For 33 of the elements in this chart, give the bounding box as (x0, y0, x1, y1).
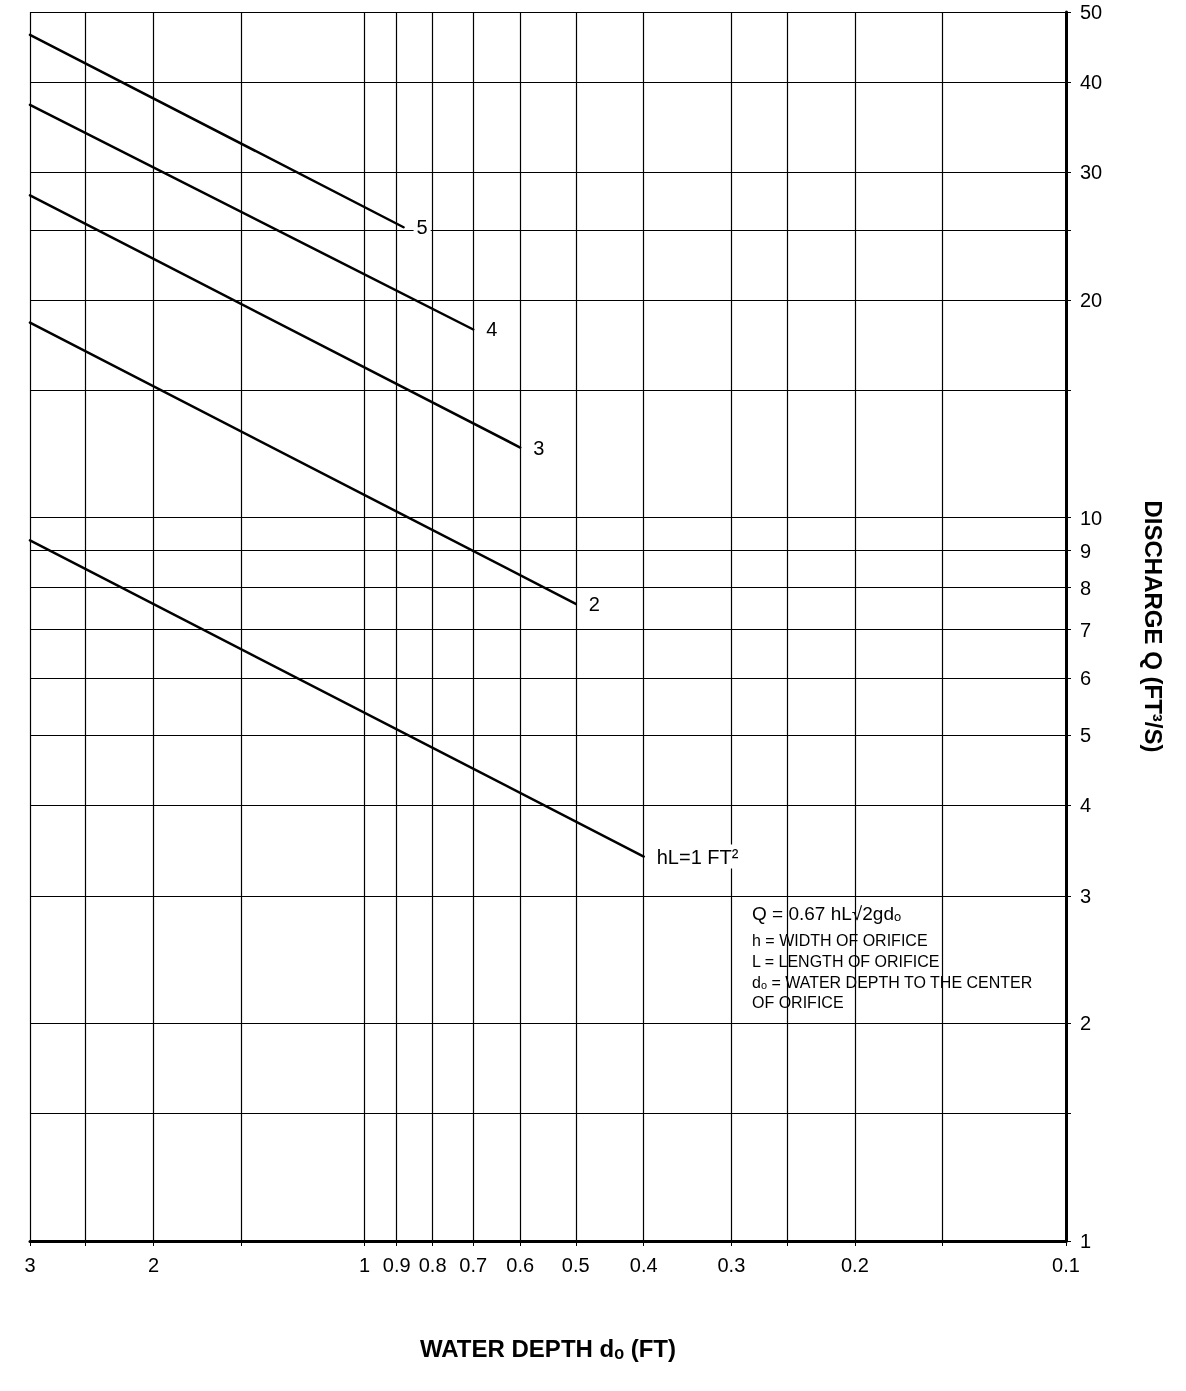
y-tick-label: 10 (1080, 506, 1103, 529)
x-tick-label: 0.1 (1052, 1254, 1080, 1276)
x-tick-label: 0.6 (506, 1254, 535, 1276)
y-tick-label: 8 (1080, 576, 1092, 599)
y-tick-label: 2 (1080, 1012, 1092, 1035)
y-tick-label: 1 (1080, 1230, 1092, 1252)
x-tick-label: 0.4 (629, 1254, 658, 1276)
x-tick-label: 0.5 (561, 1254, 590, 1276)
y-tick-label: 20 (1080, 288, 1103, 311)
series-label: 4 (486, 318, 498, 341)
x-tick-label: 1 (359, 1254, 371, 1276)
series-label: hL=1 FT² (656, 845, 739, 868)
y-tick-label: 50 (1080, 1, 1103, 23)
x-tick-label: 0.7 (459, 1254, 488, 1276)
y-tick-label: 40 (1080, 71, 1103, 94)
y-tick-label: 9 (1080, 539, 1092, 562)
x-tick-label: 0.8 (418, 1254, 447, 1276)
x-tick-label: 2 (147, 1254, 160, 1276)
x-axis-title: WATER DEPTH dₒ (FT) (419, 1334, 677, 1362)
series-label: 5 (416, 216, 428, 239)
x-tick-label: 0.2 (840, 1254, 869, 1276)
y-tick-label: 3 (1080, 884, 1092, 907)
y-tick-label: 30 (1080, 161, 1103, 184)
y-tick-label: 5 (1080, 724, 1092, 747)
x-tick-label: 0.9 (382, 1254, 411, 1276)
series-label: 2 (588, 592, 600, 615)
y-tick-label: 7 (1080, 618, 1092, 641)
y-tick-label: 4 (1080, 794, 1092, 817)
series-label: 3 (533, 436, 545, 459)
x-tick-label: 3 (24, 1254, 36, 1276)
y-tick-label: 6 (1080, 667, 1092, 690)
x-tick-label: 0.3 (717, 1254, 746, 1276)
y-axis-title: DISCHARGE Q (FT³/S) (1139, 500, 1167, 753)
